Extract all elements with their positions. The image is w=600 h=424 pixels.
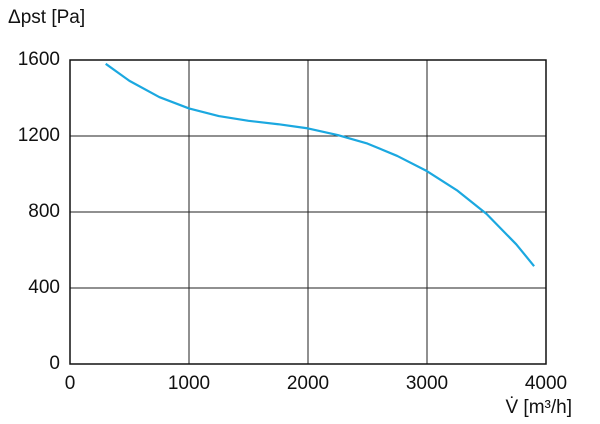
x-tick-label: 4000: [525, 373, 567, 394]
line-series: [105, 62, 535, 267]
x-tick-label: 3000: [406, 373, 448, 394]
y-tick-label: 800: [28, 201, 60, 222]
x-axis-label: V̇ [m³/h]: [505, 397, 572, 418]
y-tick-label: 400: [28, 277, 60, 298]
y-axis-label: Δpst [Pa]: [8, 7, 85, 28]
x-tick-label: 1000: [168, 373, 210, 394]
y-tick-label: 1200: [18, 125, 60, 146]
y-tick-label: 1600: [18, 49, 60, 70]
y-tick-label: 0: [49, 353, 60, 374]
x-tick-label: 2000: [287, 373, 329, 394]
x-tick-label: 0: [65, 373, 76, 394]
plot-frame: [69, 59, 547, 365]
